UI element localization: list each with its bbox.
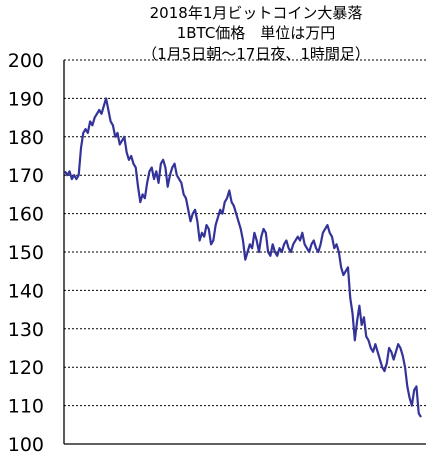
y-tick-label-200: 200 bbox=[8, 50, 44, 72]
y-tick-label-140: 140 bbox=[8, 280, 44, 302]
y-tick-label-130: 130 bbox=[8, 319, 44, 341]
y-tick-label-170: 170 bbox=[8, 165, 44, 187]
y-tick-label-190: 190 bbox=[8, 88, 44, 110]
gridlines bbox=[64, 59, 426, 407]
y-axis-ticks: 100 110 120 130 140 150 160 170 180 190 200 bbox=[8, 50, 44, 456]
y-tick-label-100: 100 bbox=[8, 434, 44, 456]
chart-title: 2018年1月ビットコイン大暴落 1BTC価格 単位は万円 （1月5日朝～17日夜、… bbox=[142, 4, 370, 63]
y-tick-label-160: 160 bbox=[8, 204, 44, 226]
chart-title-line-3: （1月5日朝～17日夜、1時間足） bbox=[142, 45, 370, 63]
chart-title-line-2: 1BTC価格 単位は万円 bbox=[177, 24, 336, 42]
y-tick-label-180: 180 bbox=[8, 127, 44, 149]
y-tick-label-120: 120 bbox=[8, 357, 44, 379]
y-tick-label-110: 110 bbox=[8, 396, 44, 418]
y-tick-label-150: 150 bbox=[8, 242, 44, 264]
price-series-line bbox=[64, 97, 422, 418]
chart-title-line-1: 2018年1月ビットコイン大暴落 bbox=[150, 4, 363, 22]
